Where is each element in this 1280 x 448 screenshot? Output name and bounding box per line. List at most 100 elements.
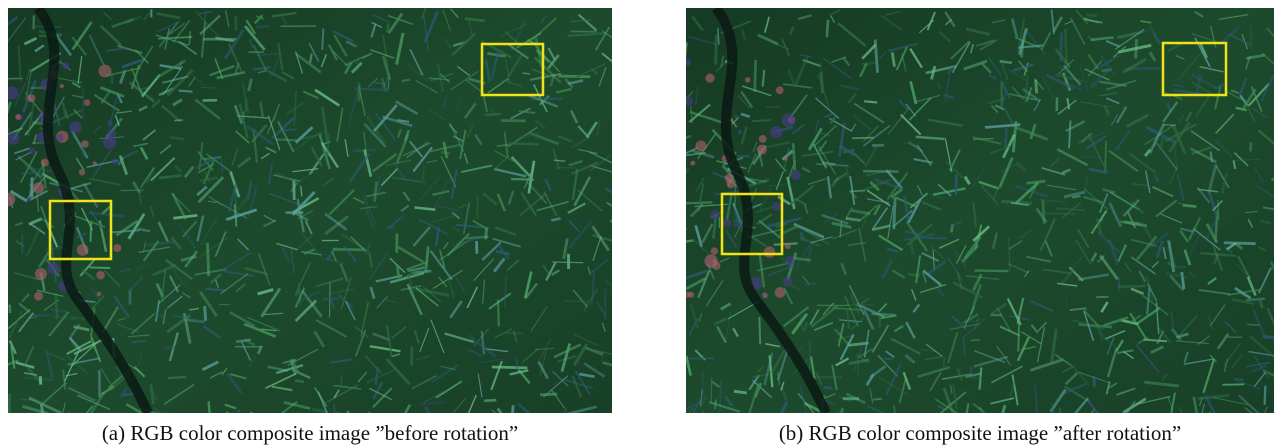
texture [84, 99, 91, 106]
texture [658, 229, 686, 235]
texture [47, 262, 59, 274]
texture [68, 412, 83, 430]
texture [745, 77, 750, 82]
texture [1000, 61, 1012, 62]
texture [387, 24, 388, 33]
texture [397, 265, 398, 278]
texture [0, 129, 9, 160]
texture [522, 73, 530, 74]
texture [944, 357, 945, 367]
texture [1072, 196, 1080, 197]
texture [209, 401, 211, 421]
texture [894, 198, 895, 230]
texture [971, 340, 980, 341]
texture [174, 120, 183, 121]
texture [764, 246, 775, 257]
figure: (a) RGB color composite image ”before ro… [0, 0, 1280, 448]
texture [684, 59, 691, 66]
texture [1265, 386, 1266, 405]
texture [785, 243, 791, 249]
texture [723, 219, 731, 227]
texture [1247, 324, 1259, 325]
texture [690, 161, 695, 166]
texture [783, 157, 787, 161]
texture [341, 377, 342, 386]
texture [689, 358, 714, 359]
texture [871, 314, 895, 315]
image-a [0, 8, 626, 439]
texture [355, 89, 389, 90]
texture [34, 292, 43, 301]
texture [169, 137, 184, 139]
texture [1061, 33, 1062, 61]
texture [1246, 299, 1265, 300]
texture [1105, 141, 1106, 171]
texture [243, 111, 244, 119]
texture [56, 293, 57, 319]
texture [705, 74, 714, 83]
texture [511, 179, 534, 180]
texture [716, 35, 717, 65]
texture [189, 31, 190, 45]
texture [27, 94, 35, 102]
texture [864, 101, 877, 102]
texture [752, 120, 771, 121]
texture [15, 114, 21, 120]
texture [757, 144, 767, 154]
caption-a: (a) RGB color composite image ”before ro… [102, 421, 518, 445]
texture [168, 377, 187, 378]
texture [113, 244, 121, 252]
texture [873, 399, 882, 400]
texture [93, 161, 97, 165]
texture [710, 210, 719, 219]
texture [112, 158, 118, 164]
texture [759, 135, 767, 143]
texture [41, 159, 49, 167]
texture [283, 129, 297, 130]
texture [60, 84, 64, 88]
texture [485, 114, 501, 115]
texture [1262, 336, 1277, 338]
texture [21, 173, 44, 174]
texture [10, 305, 11, 313]
texture [711, 247, 719, 255]
texture [295, 381, 304, 382]
texture [695, 140, 706, 151]
texture [1043, 200, 1044, 224]
texture [1065, 29, 1066, 64]
texture [33, 182, 44, 193]
texture [791, 170, 801, 180]
texture [552, 262, 583, 263]
texture [1224, 243, 1256, 244]
texture [846, 218, 860, 220]
texture [605, 290, 606, 320]
texture [683, 42, 686, 75]
texture [776, 86, 784, 94]
texture [805, 283, 816, 285]
texture [720, 382, 721, 417]
texture [27, 198, 31, 202]
texture [715, 399, 716, 409]
texture [1235, 379, 1244, 380]
texture [77, 244, 89, 256]
texture [5, 86, 18, 99]
texture [917, 238, 947, 239]
texture [179, 91, 193, 92]
texture [824, 387, 833, 388]
texture [1222, 384, 1244, 385]
texture [762, 292, 767, 297]
texture [821, 72, 822, 93]
texture [2, 193, 15, 206]
texture [512, 405, 513, 414]
texture [56, 134, 64, 142]
texture [1120, 222, 1139, 224]
texture [862, 62, 875, 64]
texture [734, 114, 738, 118]
texture [509, 143, 539, 144]
texture [734, 391, 747, 393]
texture [1036, 80, 1037, 94]
texture [9, 394, 10, 426]
texture [704, 254, 717, 267]
texture [1183, 205, 1197, 206]
texture [276, 139, 297, 140]
